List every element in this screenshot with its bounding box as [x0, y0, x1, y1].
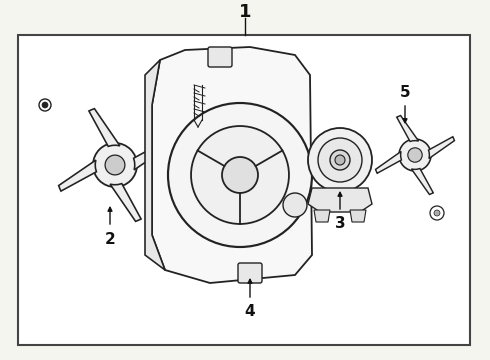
Text: 2: 2: [105, 231, 115, 247]
Circle shape: [308, 128, 372, 192]
Circle shape: [318, 138, 362, 182]
Polygon shape: [350, 210, 366, 222]
Polygon shape: [191, 67, 205, 83]
Circle shape: [42, 102, 48, 108]
Polygon shape: [152, 47, 312, 283]
Polygon shape: [134, 139, 172, 170]
Text: 3: 3: [335, 216, 345, 230]
Circle shape: [105, 155, 125, 175]
Polygon shape: [429, 137, 454, 158]
Circle shape: [283, 193, 307, 217]
Polygon shape: [145, 60, 165, 270]
Circle shape: [399, 139, 431, 171]
Circle shape: [408, 148, 422, 162]
Polygon shape: [308, 188, 372, 212]
Circle shape: [93, 143, 137, 187]
FancyBboxPatch shape: [238, 263, 262, 283]
Circle shape: [434, 210, 440, 216]
Circle shape: [222, 157, 258, 193]
Polygon shape: [314, 210, 330, 222]
Text: 5: 5: [400, 85, 410, 99]
Polygon shape: [59, 160, 97, 191]
Circle shape: [191, 126, 289, 224]
Text: 4: 4: [245, 305, 255, 320]
Polygon shape: [375, 152, 401, 173]
Polygon shape: [89, 109, 120, 147]
Circle shape: [168, 103, 312, 247]
Circle shape: [335, 155, 345, 165]
FancyBboxPatch shape: [208, 47, 232, 67]
Polygon shape: [412, 168, 433, 194]
Text: 1: 1: [239, 3, 251, 21]
Circle shape: [330, 150, 350, 170]
Polygon shape: [397, 116, 418, 141]
Bar: [18, 35, 470, 345]
Polygon shape: [110, 184, 141, 221]
